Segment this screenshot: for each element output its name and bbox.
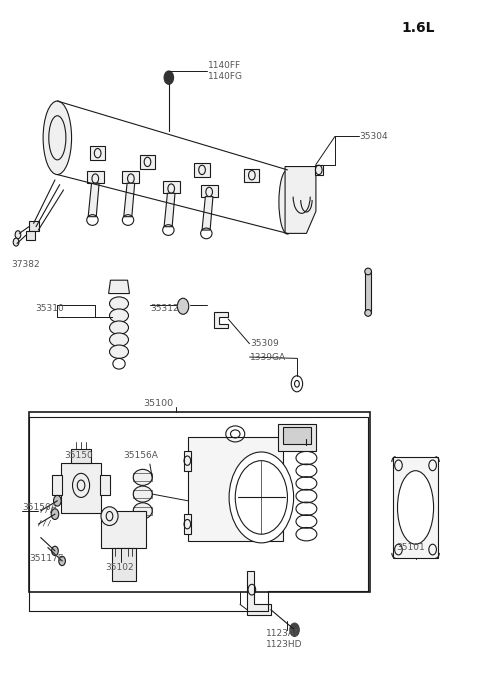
Bar [393,458,438,557]
Polygon shape [202,197,213,230]
Polygon shape [164,193,175,226]
Bar [184,514,191,534]
Ellipse shape [133,469,152,485]
Text: 35304: 35304 [360,132,388,141]
Polygon shape [90,146,105,160]
Polygon shape [87,171,104,183]
Ellipse shape [365,268,372,275]
Ellipse shape [133,486,152,502]
Circle shape [229,452,294,543]
Bar [29,412,371,592]
Polygon shape [88,183,99,216]
Polygon shape [124,183,135,216]
Polygon shape [244,168,260,182]
Text: 35312: 35312 [150,304,179,313]
Polygon shape [108,280,130,294]
Ellipse shape [43,101,72,175]
Circle shape [13,238,19,246]
Text: 1140FF
1140FG: 1140FF 1140FG [208,61,243,81]
Polygon shape [285,166,316,233]
Ellipse shape [109,345,129,359]
Bar [112,547,136,581]
Text: 35117E: 35117E [29,555,63,563]
Polygon shape [122,171,139,183]
Text: 35309: 35309 [251,339,279,348]
Bar [283,427,311,444]
Polygon shape [201,185,218,197]
Bar [278,424,316,451]
Bar [100,475,110,495]
Ellipse shape [109,333,129,346]
Circle shape [290,623,300,636]
Polygon shape [140,155,155,168]
Circle shape [52,546,58,555]
Ellipse shape [365,309,372,316]
Text: 37382: 37382 [12,260,40,270]
Polygon shape [247,571,271,615]
Text: 35102: 35102 [105,563,133,572]
Circle shape [164,71,174,84]
Ellipse shape [101,507,118,526]
Polygon shape [194,163,210,177]
Bar [29,221,39,231]
Bar [184,451,191,470]
Bar [133,490,152,498]
Bar [101,511,146,547]
Bar [133,473,152,481]
Polygon shape [71,449,92,463]
Ellipse shape [109,297,129,310]
Polygon shape [315,164,323,175]
Text: 35101: 35101 [396,543,425,552]
Text: 35150: 35150 [64,452,93,460]
Text: 1123AT
1123HD: 1123AT 1123HD [266,630,302,649]
Bar [133,507,152,515]
Bar [26,231,35,240]
Circle shape [15,231,21,239]
Ellipse shape [397,470,433,544]
Text: 35156A: 35156A [124,452,158,460]
Text: 35100: 35100 [143,399,173,408]
Ellipse shape [279,170,296,234]
Ellipse shape [109,321,129,334]
Circle shape [54,495,61,506]
Bar [61,463,101,514]
Circle shape [59,556,65,565]
Text: 35310: 35310 [35,304,64,313]
Text: 1339GA: 1339GA [251,353,287,361]
Text: 1.6L: 1.6L [401,22,434,36]
Text: 35150A: 35150A [23,503,58,512]
Ellipse shape [133,503,152,519]
Polygon shape [214,312,228,328]
Bar [52,475,62,495]
Circle shape [51,509,59,520]
Ellipse shape [109,309,129,322]
Bar [188,437,283,541]
Polygon shape [163,181,180,193]
Polygon shape [365,272,372,313]
Circle shape [178,298,189,314]
